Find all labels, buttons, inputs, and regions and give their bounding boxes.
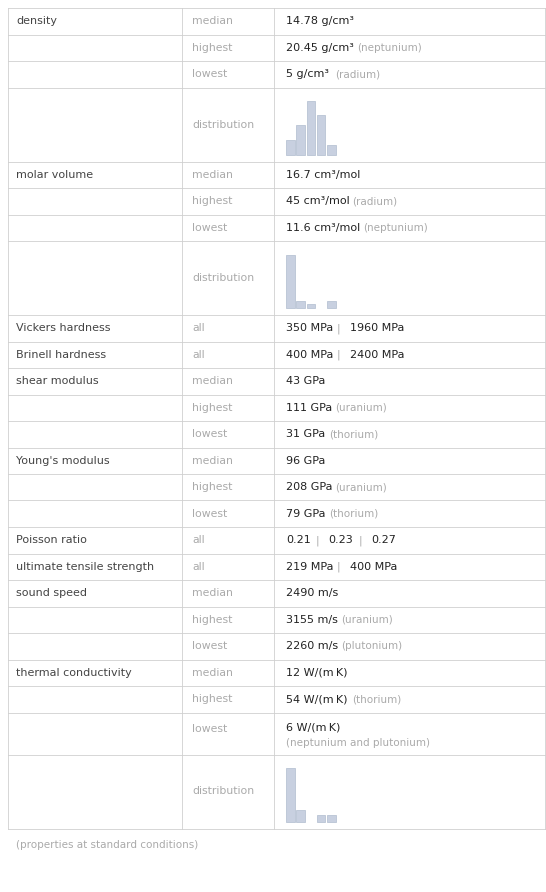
- Text: highest: highest: [192, 403, 233, 413]
- Text: 12 W/(m K): 12 W/(m K): [286, 668, 347, 678]
- Text: distribution: distribution: [192, 273, 254, 283]
- Text: median: median: [192, 588, 233, 599]
- Text: median: median: [192, 668, 233, 678]
- Text: (neptunium): (neptunium): [363, 223, 428, 233]
- Text: Brinell hardness: Brinell hardness: [16, 350, 106, 359]
- Text: all: all: [192, 350, 205, 359]
- Text: (thorium): (thorium): [352, 694, 401, 705]
- Text: highest: highest: [192, 483, 233, 492]
- Bar: [327, 145, 336, 154]
- Text: 96 GPa: 96 GPa: [286, 456, 325, 466]
- Text: |: |: [316, 535, 319, 546]
- Text: all: all: [192, 535, 205, 545]
- Text: 400 MPa: 400 MPa: [349, 562, 397, 572]
- Text: 31 GPa: 31 GPa: [286, 429, 325, 439]
- Text: 0.23: 0.23: [328, 535, 353, 545]
- Text: molar volume: molar volume: [16, 169, 93, 180]
- Bar: [317, 814, 325, 822]
- Text: shear modulus: shear modulus: [16, 376, 99, 386]
- Text: (thorium): (thorium): [330, 508, 379, 519]
- Text: 0.21: 0.21: [286, 535, 311, 545]
- Text: sound speed: sound speed: [16, 588, 87, 599]
- Text: 20.45 g/cm³: 20.45 g/cm³: [286, 43, 354, 53]
- Text: |: |: [336, 350, 340, 360]
- Text: 2490 m/s: 2490 m/s: [286, 588, 339, 599]
- Text: (neptunium and plutonium): (neptunium and plutonium): [286, 739, 430, 748]
- Text: 14.78 g/cm³: 14.78 g/cm³: [286, 16, 354, 26]
- Text: (radium): (radium): [352, 196, 397, 206]
- Text: 54 W/(m K): 54 W/(m K): [286, 694, 347, 705]
- Text: 0.27: 0.27: [371, 535, 396, 545]
- Bar: [296, 125, 305, 154]
- Text: highest: highest: [192, 694, 233, 705]
- Text: 2400 MPa: 2400 MPa: [349, 350, 404, 359]
- Text: 45 cm³/mol: 45 cm³/mol: [286, 196, 350, 206]
- Text: 5 g/cm³: 5 g/cm³: [286, 70, 329, 79]
- Bar: [286, 768, 294, 822]
- Text: highest: highest: [192, 615, 233, 624]
- Text: Poisson ratio: Poisson ratio: [16, 535, 87, 545]
- Bar: [307, 304, 315, 308]
- Text: 111 GPa: 111 GPa: [286, 403, 333, 413]
- Text: |: |: [359, 535, 363, 546]
- Bar: [327, 301, 336, 308]
- Text: 79 GPa: 79 GPa: [286, 508, 325, 519]
- Bar: [307, 101, 315, 154]
- Text: lowest: lowest: [192, 508, 227, 519]
- Text: 219 MPa: 219 MPa: [286, 562, 334, 572]
- Text: |: |: [336, 561, 340, 572]
- Text: Young's modulus: Young's modulus: [16, 456, 110, 466]
- Text: (properties at standard conditions): (properties at standard conditions): [16, 839, 198, 849]
- Text: median: median: [192, 376, 233, 386]
- Bar: [296, 810, 305, 822]
- Text: 16.7 cm³/mol: 16.7 cm³/mol: [286, 169, 360, 180]
- Text: (uranium): (uranium): [341, 615, 393, 624]
- Bar: [286, 255, 294, 308]
- Text: all: all: [192, 323, 205, 334]
- Text: ultimate tensile strength: ultimate tensile strength: [16, 562, 154, 572]
- Text: all: all: [192, 562, 205, 572]
- Text: (plutonium): (plutonium): [341, 641, 402, 651]
- Bar: [296, 301, 305, 308]
- Text: Vickers hardness: Vickers hardness: [16, 323, 110, 334]
- Text: thermal conductivity: thermal conductivity: [16, 668, 132, 678]
- Text: lowest: lowest: [192, 70, 227, 79]
- Text: 3155 m/s: 3155 m/s: [286, 615, 338, 624]
- Bar: [327, 814, 336, 822]
- Text: |: |: [336, 323, 340, 334]
- Text: 350 MPa: 350 MPa: [286, 323, 333, 334]
- Bar: [317, 114, 325, 154]
- Text: 11.6 cm³/mol: 11.6 cm³/mol: [286, 223, 360, 233]
- Text: distribution: distribution: [192, 787, 254, 797]
- Text: lowest: lowest: [192, 429, 227, 439]
- Text: 6 W/(m K): 6 W/(m K): [286, 723, 340, 732]
- Text: (radium): (radium): [335, 70, 381, 79]
- Text: highest: highest: [192, 43, 233, 53]
- Text: lowest: lowest: [192, 724, 227, 734]
- Bar: [286, 139, 294, 154]
- Text: (thorium): (thorium): [330, 429, 379, 439]
- Text: median: median: [192, 169, 233, 180]
- Text: highest: highest: [192, 196, 233, 206]
- Text: 208 GPa: 208 GPa: [286, 483, 333, 492]
- Text: lowest: lowest: [192, 641, 227, 651]
- Text: lowest: lowest: [192, 223, 227, 233]
- Text: 1960 MPa: 1960 MPa: [349, 323, 404, 334]
- Text: 400 MPa: 400 MPa: [286, 350, 334, 359]
- Text: median: median: [192, 456, 233, 466]
- Text: (uranium): (uranium): [335, 483, 387, 492]
- Text: 2260 m/s: 2260 m/s: [286, 641, 338, 651]
- Text: distribution: distribution: [192, 120, 254, 129]
- Text: (uranium): (uranium): [335, 403, 387, 413]
- Text: median: median: [192, 16, 233, 26]
- Text: (neptunium): (neptunium): [358, 43, 423, 53]
- Text: 43 GPa: 43 GPa: [286, 376, 325, 386]
- Text: density: density: [16, 16, 57, 26]
